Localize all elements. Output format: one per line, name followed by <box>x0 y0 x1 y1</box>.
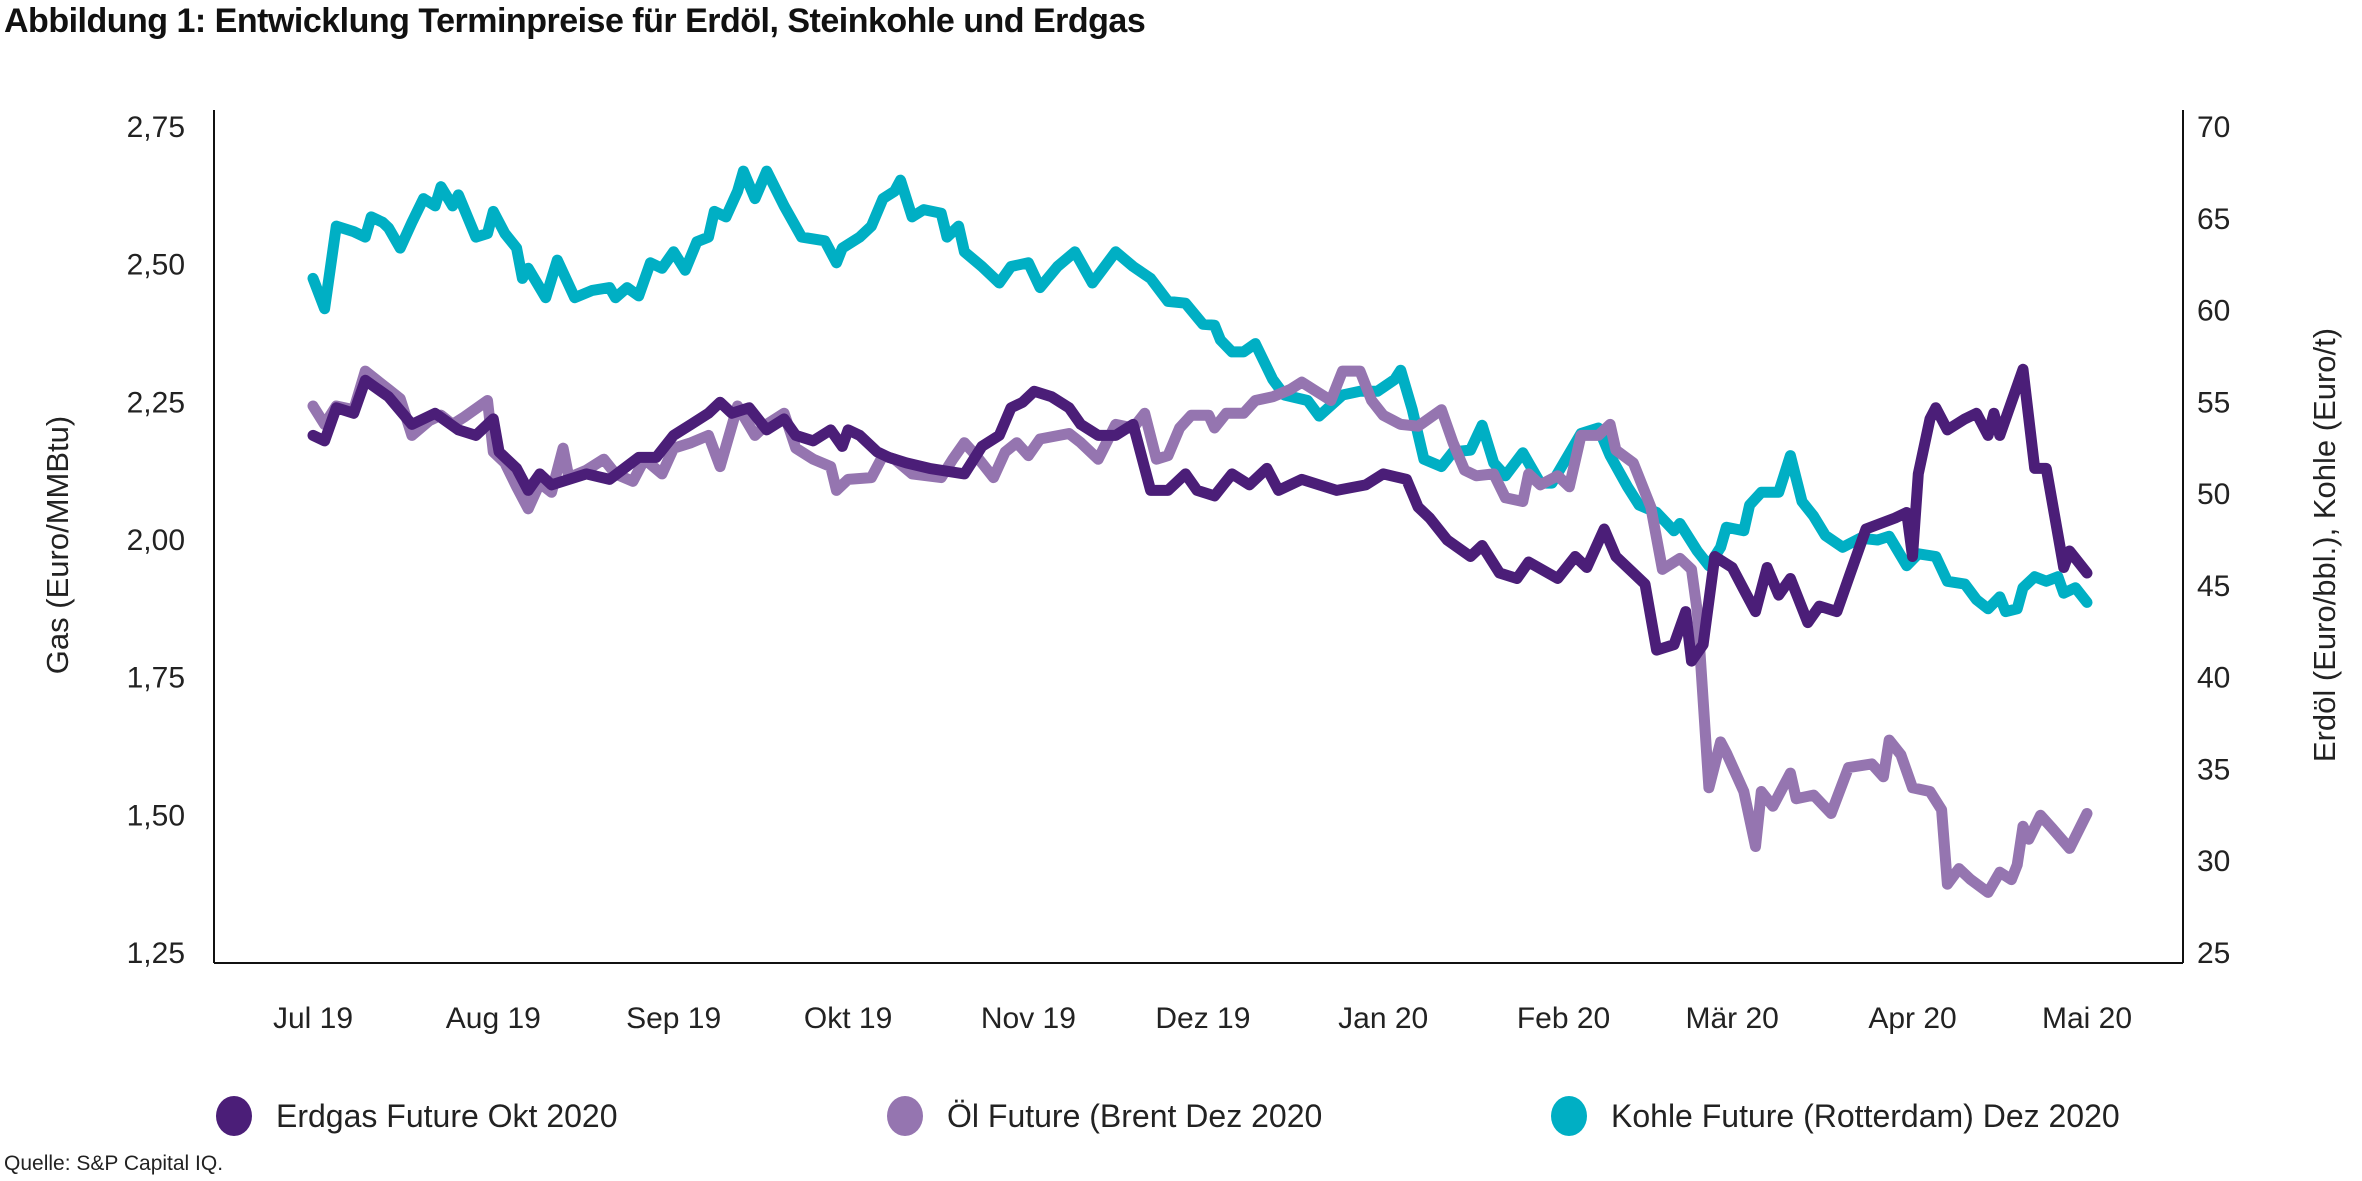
right-y-tick-label: 40 <box>2197 662 2230 695</box>
x-tick-label: Jul 19 <box>273 1002 353 1035</box>
chart-title: Abbildung 1: Entwicklung Terminpreise fü… <box>4 2 1146 40</box>
right-y-tick-label: 55 <box>2197 386 2230 419</box>
series-line-1 <box>307 365 2093 898</box>
x-tick-label: Sep 19 <box>626 1002 721 1035</box>
legend-label: Erdgas Future Okt 2020 <box>276 1097 618 1134</box>
right-y-tick-label: 35 <box>2197 753 2230 786</box>
right-y-ticks: 70 65 60 55 50 45 40 35 30 25 <box>2197 111 2230 970</box>
right-y-tick-label: 65 <box>2197 203 2230 236</box>
left-y-tick-label: 2,50 <box>127 249 185 282</box>
left-y-tick-label: 1,50 <box>127 799 185 832</box>
right-y-tick-label: 50 <box>2197 478 2230 511</box>
right-y-tick-label: 30 <box>2197 845 2230 878</box>
legend-label: Öl Future (Brent Dez 2020 <box>947 1097 1323 1134</box>
legend-item-erdgas: Erdgas Future Okt 2020 <box>216 1096 618 1136</box>
x-tick-label: Dez 19 <box>1155 1002 1250 1035</box>
x-tick-label: Nov 19 <box>981 1002 1076 1035</box>
x-tick-label: Mär 20 <box>1686 1002 1779 1035</box>
left-y-tick-label: 2,75 <box>127 111 185 144</box>
legend-dot-icon <box>1551 1096 1587 1136</box>
left-y-tick-label: 2,25 <box>127 386 185 419</box>
left-y-ticks: 2,75 2,50 2,25 2,00 1,75 1,50 1,25 <box>127 111 185 970</box>
left-y-tick-label: 2,00 <box>127 524 185 557</box>
legend-item-kohle: Kohle Future (Rotterdam) Dez 2020 <box>1551 1096 2120 1136</box>
series-lines <box>307 165 2093 898</box>
left-y-tick-label: 1,75 <box>127 662 185 695</box>
x-tick-label: Feb 20 <box>1517 1002 1610 1035</box>
right-y-tick-label: 25 <box>2197 937 2230 970</box>
x-tick-label: Jan 20 <box>1338 1002 1428 1035</box>
legend-dot-icon <box>216 1096 252 1136</box>
right-y-tick-label: 70 <box>2197 111 2230 144</box>
left-axis-title: Gas (Euro/MMBtu) <box>40 416 75 674</box>
left-y-tick-label: 1,25 <box>127 937 185 970</box>
source-note: Quelle: S&P Capital IQ. <box>4 1152 224 1175</box>
x-tick-label: Okt 19 <box>804 1002 892 1035</box>
x-tick-label: Mai 20 <box>2042 1002 2132 1035</box>
x-tick-label: Aug 19 <box>446 1002 541 1035</box>
legend-item-oel: Öl Future (Brent Dez 2020 <box>887 1096 1322 1136</box>
right-y-tick-label: 60 <box>2197 295 2230 328</box>
legend-dot-icon <box>887 1096 923 1136</box>
right-y-tick-label: 45 <box>2197 570 2230 603</box>
x-tick-label: Apr 20 <box>1868 1002 1956 1035</box>
series-line-2 <box>307 165 2093 618</box>
x-ticks: Jul 19 Aug 19 Sep 19 Okt 19 Nov 19 Dez 19 Jan … <box>273 1002 2132 1035</box>
right-axis-title: Erdöl (Euro/bbl.), Kohle (Euro/t) <box>2307 328 2342 762</box>
legend-label: Kohle Future (Rotterdam) Dez 2020 <box>1611 1097 2120 1134</box>
series-line-0 <box>307 363 2093 667</box>
